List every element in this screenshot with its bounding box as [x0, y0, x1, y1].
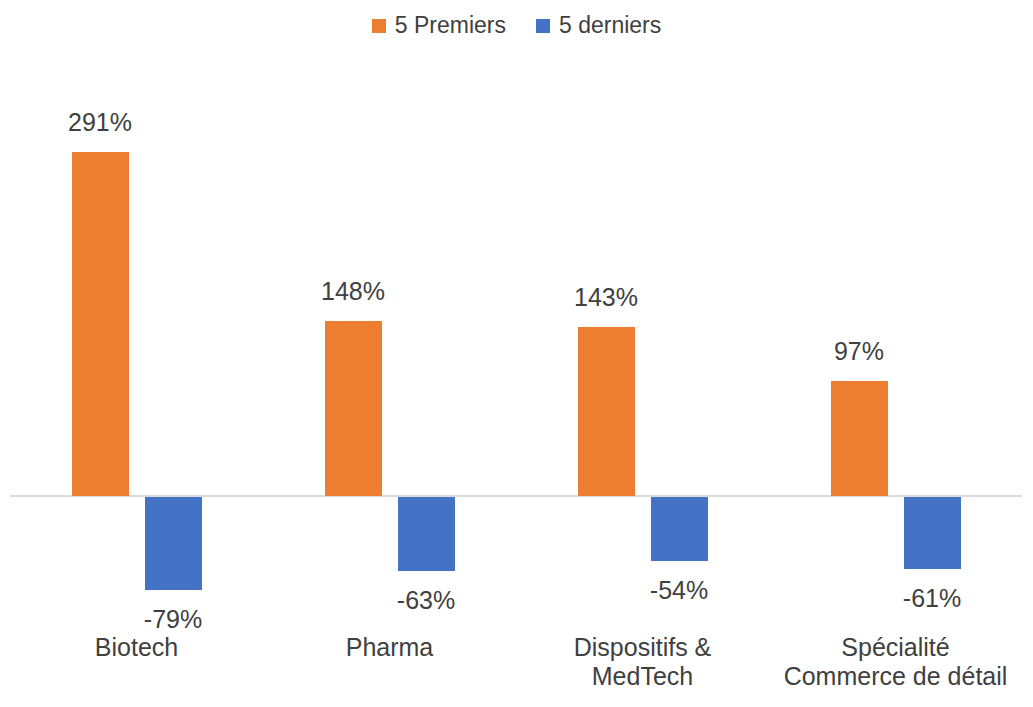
category-label-line: Commerce de détail: [770, 662, 1022, 691]
bar-premiers-3: [831, 381, 888, 496]
category-label-line: Spécialité: [770, 633, 1022, 662]
plot-area: 291% -79%Biotech 148% -63% Pharma 143% -54% Dis…: [0, 0, 1033, 707]
category-label-line: Biotech: [11, 633, 263, 662]
value-label-derniers-3: -61%: [862, 584, 1002, 612]
value-label-premiers-2: 143%: [536, 283, 676, 311]
category-label-line: Dispositifs &: [517, 633, 769, 662]
value-label-derniers-0: -79%: [103, 605, 243, 633]
value-label-premiers-3: 97%: [789, 337, 929, 365]
category-label-line: MedTech: [517, 662, 769, 691]
bar-premiers-2: [578, 327, 635, 496]
value-label-premiers-0: 291%: [30, 108, 170, 136]
value-label-premiers-1: 148%: [283, 277, 423, 305]
value-label-derniers-1: -63%: [356, 586, 496, 614]
category-label-2: Dispositifs &MedTech: [517, 633, 769, 691]
bar-premiers-0: [72, 152, 129, 496]
value-label-derniers-2: -54%: [609, 576, 749, 604]
bar-premiers-1: [325, 321, 382, 496]
bar-chart: 5 Premiers5 derniers 291%-79%Biotech148%…: [0, 0, 1033, 707]
category-label-0: Biotech: [11, 633, 263, 662]
bar-derniers-1: [398, 497, 455, 571]
bar-derniers-0: [145, 497, 202, 590]
category-label-3: SpécialitéCommerce de détail: [770, 633, 1022, 691]
bar-derniers-2: [651, 497, 708, 561]
bar-derniers-3: [904, 497, 961, 569]
category-label-line: Pharma: [264, 633, 516, 662]
category-label-1: Pharma: [264, 633, 516, 662]
